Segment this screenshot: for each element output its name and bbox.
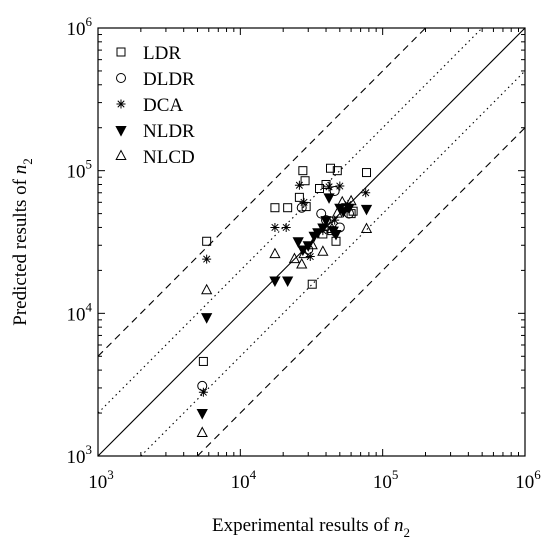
data-point <box>337 207 350 218</box>
data-point <box>312 228 324 239</box>
data-point <box>326 222 338 234</box>
legend-item: NLDR <box>115 121 195 142</box>
data-point <box>325 163 335 173</box>
data-point <box>288 252 301 264</box>
data-point <box>343 203 355 215</box>
tick-labels: 103 104 105 106 103 104 105 106 <box>67 14 542 493</box>
data-point <box>305 252 315 262</box>
data-point <box>300 176 310 186</box>
data-point <box>201 283 213 295</box>
data-points <box>196 163 373 437</box>
data-point <box>299 197 309 207</box>
data-point <box>202 254 212 264</box>
reference-line-dashed <box>97 27 426 357</box>
reference-line-dotted <box>140 70 526 457</box>
y-tick-label: 104 <box>67 299 93 325</box>
legend: LDR DLDR DCA NLDR NLCD <box>115 43 195 168</box>
legend-label: DCA <box>143 95 183 116</box>
data-point <box>323 193 335 204</box>
data-point <box>307 279 317 289</box>
y-axis-label: Predicted results of n2 <box>10 158 35 325</box>
reference-line-dashed <box>197 127 526 457</box>
data-point <box>270 203 280 213</box>
legend-marker <box>116 99 126 109</box>
data-point <box>329 186 340 197</box>
data-point <box>360 204 373 216</box>
data-point <box>198 387 208 397</box>
y-tick-label: 105 <box>67 157 93 183</box>
data-point <box>296 202 307 213</box>
data-point <box>281 222 291 232</box>
legend-marker <box>116 47 126 57</box>
data-point <box>197 380 208 391</box>
data-point <box>345 194 357 206</box>
data-point <box>317 223 329 235</box>
legend-marker <box>116 73 126 83</box>
data-point <box>361 188 371 198</box>
data-point <box>331 207 343 218</box>
x-axis-label: Experimental results of n2 <box>212 515 410 540</box>
data-point <box>198 356 208 366</box>
axis-ticks <box>97 27 526 457</box>
series-NLCD <box>196 194 373 437</box>
plot-area-frame <box>97 27 526 457</box>
data-point <box>292 237 304 248</box>
y-tick-label: 106 <box>67 14 93 40</box>
data-point <box>360 222 373 234</box>
data-point <box>335 181 345 191</box>
legend-marker <box>115 126 127 137</box>
data-point <box>336 195 348 207</box>
x-tick-label: 104 <box>231 467 257 493</box>
data-point <box>316 208 327 219</box>
data-point <box>196 409 208 420</box>
x-tick-label: 103 <box>88 467 114 493</box>
data-point <box>201 313 213 324</box>
data-point <box>317 245 329 256</box>
data-point <box>270 222 280 232</box>
reference-line-dotted <box>97 27 483 414</box>
data-point <box>332 166 342 176</box>
data-point <box>306 238 318 250</box>
data-point <box>282 276 294 288</box>
data-point <box>294 192 304 202</box>
legend-label: NLDR <box>143 121 195 142</box>
data-point <box>296 257 308 269</box>
data-point <box>298 166 308 176</box>
x-tick-label: 105 <box>373 467 399 493</box>
data-point <box>294 180 304 190</box>
legend-label: NLCD <box>143 147 195 168</box>
data-point <box>269 276 281 288</box>
legend-marker <box>115 149 127 160</box>
data-point <box>269 247 281 259</box>
legend-label: LDR <box>143 43 181 64</box>
data-point <box>330 215 340 225</box>
series-LDR <box>198 163 372 366</box>
legend-item: NLCD <box>115 147 195 168</box>
data-point <box>324 182 334 192</box>
data-point <box>320 216 332 227</box>
x-tick-label: 106 <box>515 467 541 493</box>
legend-label: DLDR <box>143 69 195 90</box>
data-point <box>202 236 212 246</box>
legend-item: DLDR <box>116 69 195 90</box>
data-point <box>298 247 310 259</box>
data-point <box>362 168 372 178</box>
legend-item: LDR <box>116 43 181 64</box>
legend-item: DCA <box>116 95 183 116</box>
data-point <box>196 426 208 437</box>
data-point <box>283 203 293 213</box>
y-tick-label: 103 <box>67 442 93 468</box>
data-point <box>321 179 331 189</box>
